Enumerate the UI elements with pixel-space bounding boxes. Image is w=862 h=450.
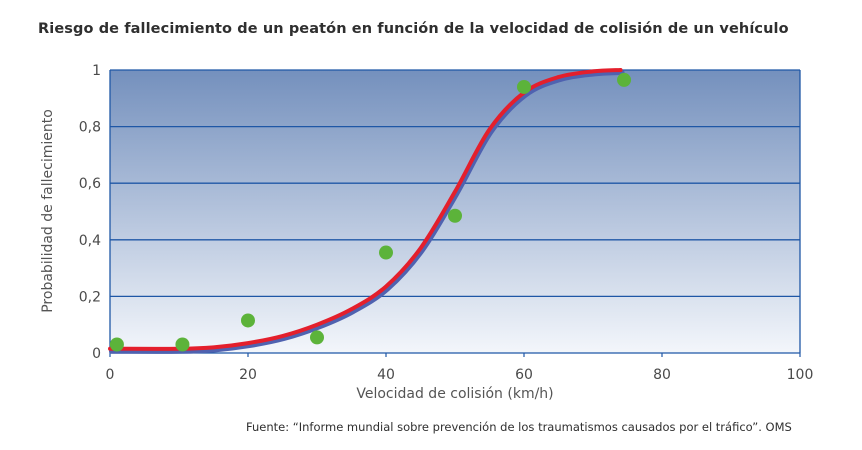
- data-point: [241, 313, 255, 328]
- chart-title: Riesgo de fallecimiento de un peatón en …: [38, 21, 789, 37]
- x-tick-label: 40: [377, 367, 395, 383]
- data-point: [448, 208, 462, 223]
- y-tick-label: 1: [92, 63, 101, 79]
- data-point: [310, 330, 324, 345]
- data-point: [175, 337, 190, 352]
- y-tick-label: 0,4: [79, 233, 101, 249]
- x-tick-label: 60: [515, 367, 533, 383]
- y-tick-label: 0,2: [79, 289, 101, 305]
- source-note: Fuente: “Informe mundial sobre prevenció…: [246, 420, 792, 434]
- y-tick-label: 0,6: [79, 176, 101, 192]
- x-tick-label: 20: [239, 367, 257, 383]
- y-tick-label: 0: [92, 346, 101, 362]
- data-point: [379, 245, 393, 260]
- data-point: [517, 79, 531, 94]
- data-point: [109, 337, 124, 352]
- curve-shadow: [109, 70, 625, 354]
- y-tick-label: 0,8: [79, 120, 101, 136]
- x-tick-label: 100: [787, 367, 814, 383]
- x-tick-label: 80: [653, 367, 671, 383]
- x-axis-label: Velocidad de colisión (km/h): [356, 386, 553, 402]
- data-point: [617, 72, 632, 87]
- x-tick-label: 0: [106, 367, 115, 383]
- y-axis-label: Probabilidad de fallecimiento: [40, 109, 56, 313]
- fit-curve: [108, 68, 623, 351]
